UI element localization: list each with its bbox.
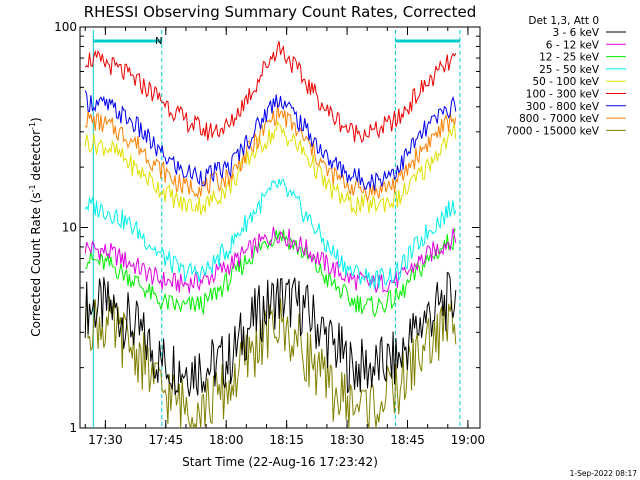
y-tick-label: 10 (62, 221, 77, 235)
legend-entry-label: 800 - 7000 keV (519, 113, 600, 125)
series-line-2 (85, 228, 456, 318)
legend-entry-label: 7000 - 15000 keV (506, 125, 600, 137)
y-tick-label: 1 (69, 421, 77, 435)
footer-timestamp: 1-Sep-2022 08:17 (570, 469, 638, 478)
series-line-1 (84, 226, 457, 294)
legend-entry-label: 3 - 6 keV (552, 27, 599, 39)
x-tick-label: 17:45 (149, 433, 184, 447)
series-line-4 (84, 120, 457, 217)
series-line-0 (84, 271, 457, 397)
series-line-5 (84, 41, 457, 144)
x-tick-label: 18:45 (390, 433, 425, 447)
series-group (84, 41, 457, 429)
chart-title: RHESSI Observing Summary Count Rates, Co… (84, 3, 477, 21)
x-axis-label: Start Time (22-Aug-16 17:23:42) (182, 455, 378, 469)
series-line-3 (84, 178, 457, 289)
legend-entry-label: 25 - 50 keV (539, 64, 600, 76)
legend-entry-label: 6 - 12 keV (546, 39, 600, 51)
legend-header: Det 1,3, Att 0 (528, 15, 599, 27)
legend-entry-label: 100 - 300 keV (526, 89, 600, 101)
legend-entry-label: 300 - 800 keV (526, 101, 600, 113)
x-tick-label: 18:15 (269, 433, 304, 447)
series-line-6 (84, 90, 457, 191)
x-tick-label: 17:30 (88, 433, 123, 447)
axis-ticks: 17:30 17:45 18:00 18:15 18:30 18:45 19:00 1 10 10… (54, 20, 485, 447)
legend-entry-label: 12 - 25 keV (539, 52, 600, 64)
series-line-7 (84, 102, 457, 203)
y-tick-label: 100 (54, 20, 77, 34)
legend-entry-label: 50 - 100 keV (532, 76, 599, 88)
x-tick-label: 19:00 (451, 433, 486, 447)
x-tick-label: 18:30 (330, 433, 365, 447)
x-tick-label: 18:00 (209, 433, 244, 447)
night-marker-label: N (155, 36, 162, 47)
y-axis-label: Corrected Count Rate (s-1 detector-1) (28, 117, 43, 336)
